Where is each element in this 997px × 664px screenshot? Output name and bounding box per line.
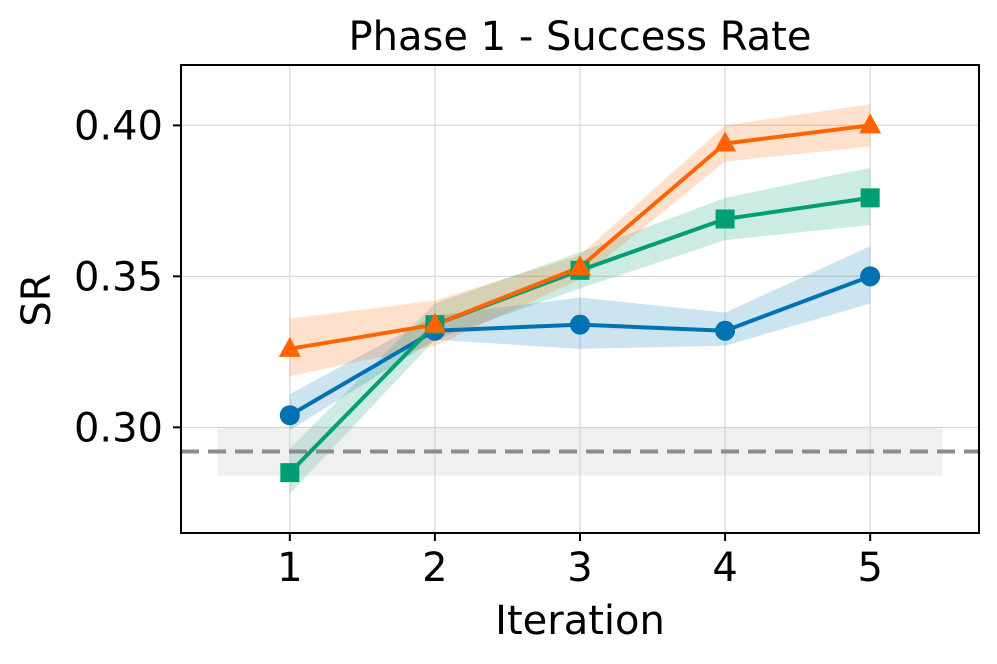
orange-triangle-marker [569,255,591,276]
y-tick-label: 0.40 [74,103,163,149]
x-axis-label: Iteration [495,598,665,644]
green-square-marker [715,209,735,229]
green-square-marker [860,188,880,208]
x-tick-label: 5 [857,545,882,591]
blue-circle-marker [715,320,736,341]
baseline-layer [181,427,979,476]
x-tick-label: 3 [567,545,592,591]
orange-triangle-marker [859,113,882,134]
blue-circle-marker [570,314,590,335]
x-tick-label: 4 [712,545,737,591]
chart-title: Phase 1 - Success Rate [349,14,812,60]
blue-circle-marker [279,405,300,426]
green-square-band [289,167,871,494]
orange-triangle-band [289,104,871,376]
orange-triangle-marker [714,131,737,152]
y-axis-label: SR [14,273,60,326]
orange-triangle-marker [278,336,301,357]
x-tick-label: 2 [422,545,447,591]
baseline-band [217,427,943,476]
blue-circle-marker [860,266,881,287]
confidence-bands [289,104,871,494]
green-square-marker [280,463,300,483]
series-layer [278,113,882,483]
axis-layer: 1 2 3 4 5 0.30 0.35 0.40 [74,103,883,591]
orange-triangle-marker [423,312,446,333]
y-tick-label: 0.35 [74,254,163,300]
y-tick-label: 0.30 [74,405,163,451]
blue-circle-band [289,246,871,431]
x-tick-label: 1 [277,545,302,591]
